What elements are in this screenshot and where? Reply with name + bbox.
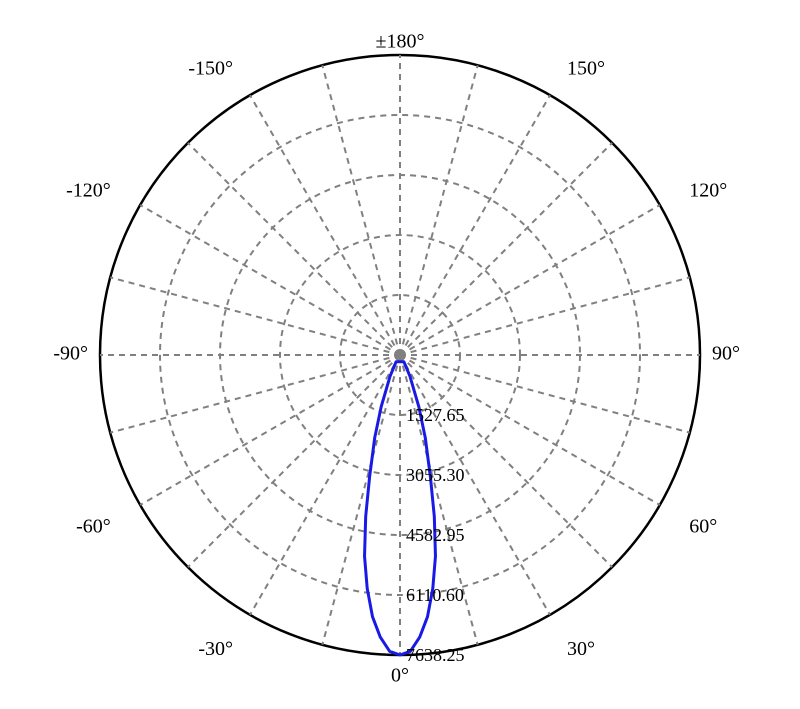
- polar-chart: 1527.65 3055.30 4582.95 6110.60 7638.25 0° 30…: [0, 0, 800, 709]
- spoke: [400, 277, 690, 355]
- radial-label: 7638.25: [406, 645, 465, 665]
- spoke: [400, 143, 612, 355]
- spoke: [400, 95, 550, 355]
- angle-label: 60°: [689, 516, 717, 538]
- angle-label: -60°: [76, 516, 111, 538]
- spoke: [400, 65, 478, 355]
- radial-labels: 1527.65 3055.30 4582.95 6110.60 7638.25: [406, 405, 465, 665]
- angle-label: -150°: [188, 57, 233, 79]
- angle-label: -120°: [66, 180, 111, 202]
- angle-label: 150°: [567, 57, 605, 79]
- radial-label: 6110.60: [406, 585, 464, 605]
- angle-label: 30°: [567, 638, 595, 660]
- angle-label: 90°: [712, 343, 740, 365]
- spoke: [140, 355, 400, 505]
- radial-label: 3055.30: [406, 465, 465, 485]
- angle-label: 0°: [391, 665, 409, 687]
- angle-label: -90°: [53, 343, 88, 365]
- spoke: [188, 355, 400, 567]
- spoke: [250, 95, 400, 355]
- spoke: [250, 355, 400, 615]
- spoke: [188, 143, 400, 355]
- angle-label: 120°: [689, 180, 727, 202]
- radial-label: 4582.95: [406, 525, 465, 545]
- angle-label: -30°: [198, 638, 233, 660]
- spoke: [110, 355, 400, 433]
- spoke: [140, 205, 400, 355]
- radial-label: 1527.65: [406, 405, 465, 425]
- angle-label: ±180°: [376, 31, 425, 53]
- spoke: [322, 355, 400, 645]
- spoke: [400, 205, 660, 355]
- polar-spokes: [100, 55, 700, 655]
- spoke: [110, 277, 400, 355]
- spoke: [322, 65, 400, 355]
